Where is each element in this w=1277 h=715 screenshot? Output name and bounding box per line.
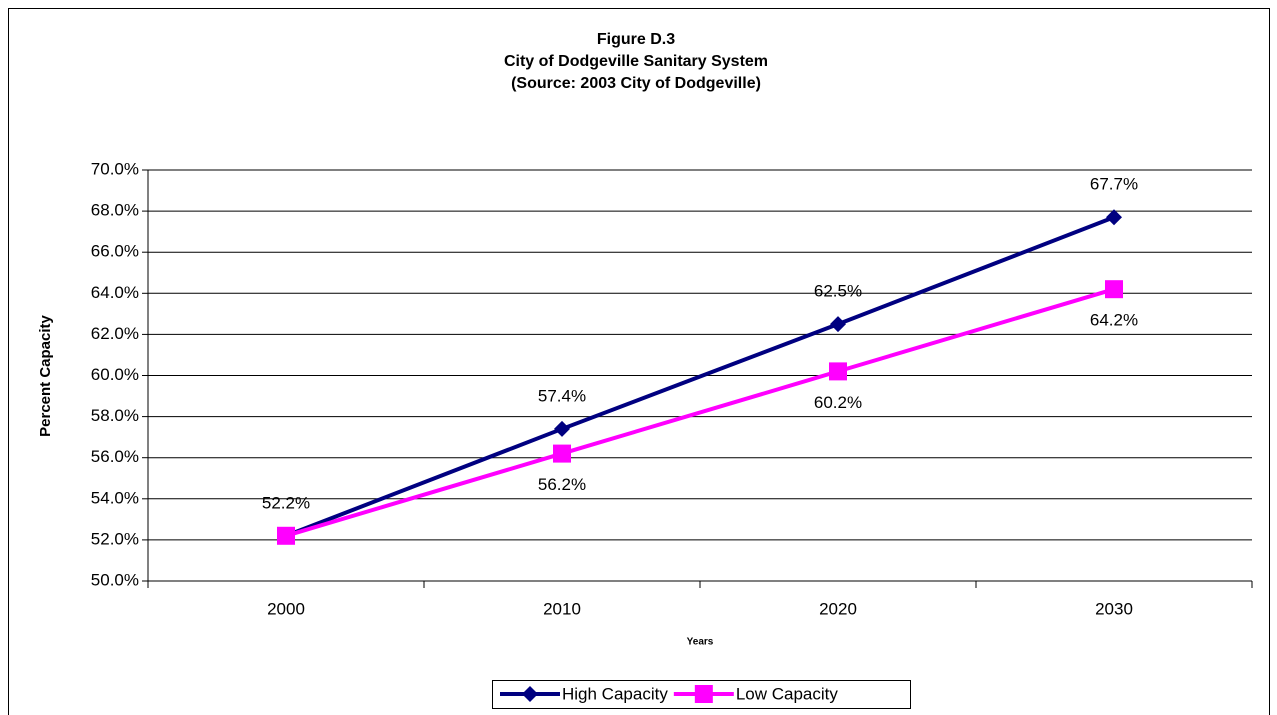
data-label: 64.2% [1090,311,1138,330]
x-tick-label: 2000 [267,599,305,618]
y-tick-label: 60.0% [91,365,139,384]
point [1105,280,1123,299]
point [553,444,571,463]
y-tick-label: 54.0% [91,488,139,507]
series-line [285,287,1115,538]
point [522,686,538,702]
y-tick-label: 58.0% [91,406,139,425]
chart-title: Figure D.3 [597,31,675,48]
legend-label: High Capacity [562,684,668,703]
data-label: 57.4% [538,386,586,405]
data-label: 60.2% [814,393,862,412]
chart-frame [8,8,1270,715]
chart-title: (Source: 2003 City of Dodgeville) [511,75,761,92]
y-tick-label: 64.0% [91,283,139,302]
data-label: 62.5% [814,282,862,301]
x-tick-label: 2020 [819,599,857,618]
y-tick-label: 56.0% [91,447,139,466]
x-tick-label: 2010 [543,599,581,618]
y-tick-label: 70.0% [91,159,139,178]
point [554,420,570,437]
y-tick-label: 52.0% [91,529,139,548]
data-label: 67.7% [1090,175,1138,194]
point [829,362,847,381]
point [277,526,295,545]
legend-label: Low Capacity [736,684,839,703]
x-tick-label: 2030 [1095,599,1133,618]
chart-title: City of Dodgeville Sanitary System [504,53,768,70]
data-label: 56.2% [538,475,586,494]
data-label: 52.2% [262,493,310,512]
point [694,685,713,703]
y-tick-label: 68.0% [91,201,139,220]
y-tick-label: 50.0% [91,570,139,589]
x-axis-title: Years [687,637,714,648]
y-axis-title: Percent Capacity [37,314,54,436]
y-tick-label: 66.0% [91,242,139,261]
y-tick-label: 62.0% [91,324,139,343]
point [1106,209,1122,226]
series-line [285,215,1115,538]
point [830,316,846,333]
